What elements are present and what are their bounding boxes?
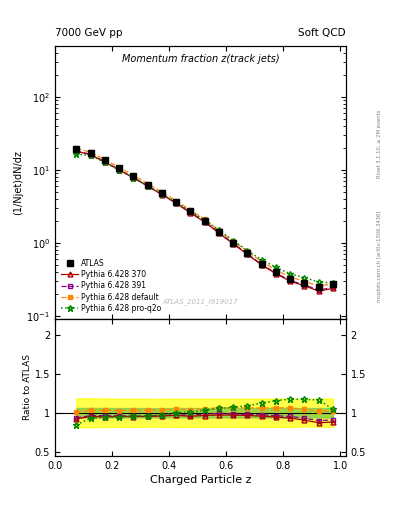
Text: Momentum fraction z(track jets): Momentum fraction z(track jets) bbox=[121, 54, 279, 65]
Y-axis label: (1/Njet)dN/dz: (1/Njet)dN/dz bbox=[13, 150, 24, 215]
Legend: ATLAS, Pythia 6.428 370, Pythia 6.428 391, Pythia 6.428 default, Pythia 6.428 pr: ATLAS, Pythia 6.428 370, Pythia 6.428 39… bbox=[59, 257, 163, 315]
Y-axis label: Ratio to ATLAS: Ratio to ATLAS bbox=[23, 354, 32, 420]
X-axis label: Charged Particle z: Charged Particle z bbox=[150, 475, 251, 485]
Text: Soft QCD: Soft QCD bbox=[298, 28, 346, 38]
Text: mcplots.cern.ch [arXiv:1306.3436]: mcplots.cern.ch [arXiv:1306.3436] bbox=[377, 210, 382, 302]
Text: ATLAS_2011_I919017: ATLAS_2011_I919017 bbox=[163, 298, 238, 306]
Text: Rivet 3.1.10, ≥ 2M events: Rivet 3.1.10, ≥ 2M events bbox=[377, 109, 382, 178]
Text: 7000 GeV pp: 7000 GeV pp bbox=[55, 28, 123, 38]
